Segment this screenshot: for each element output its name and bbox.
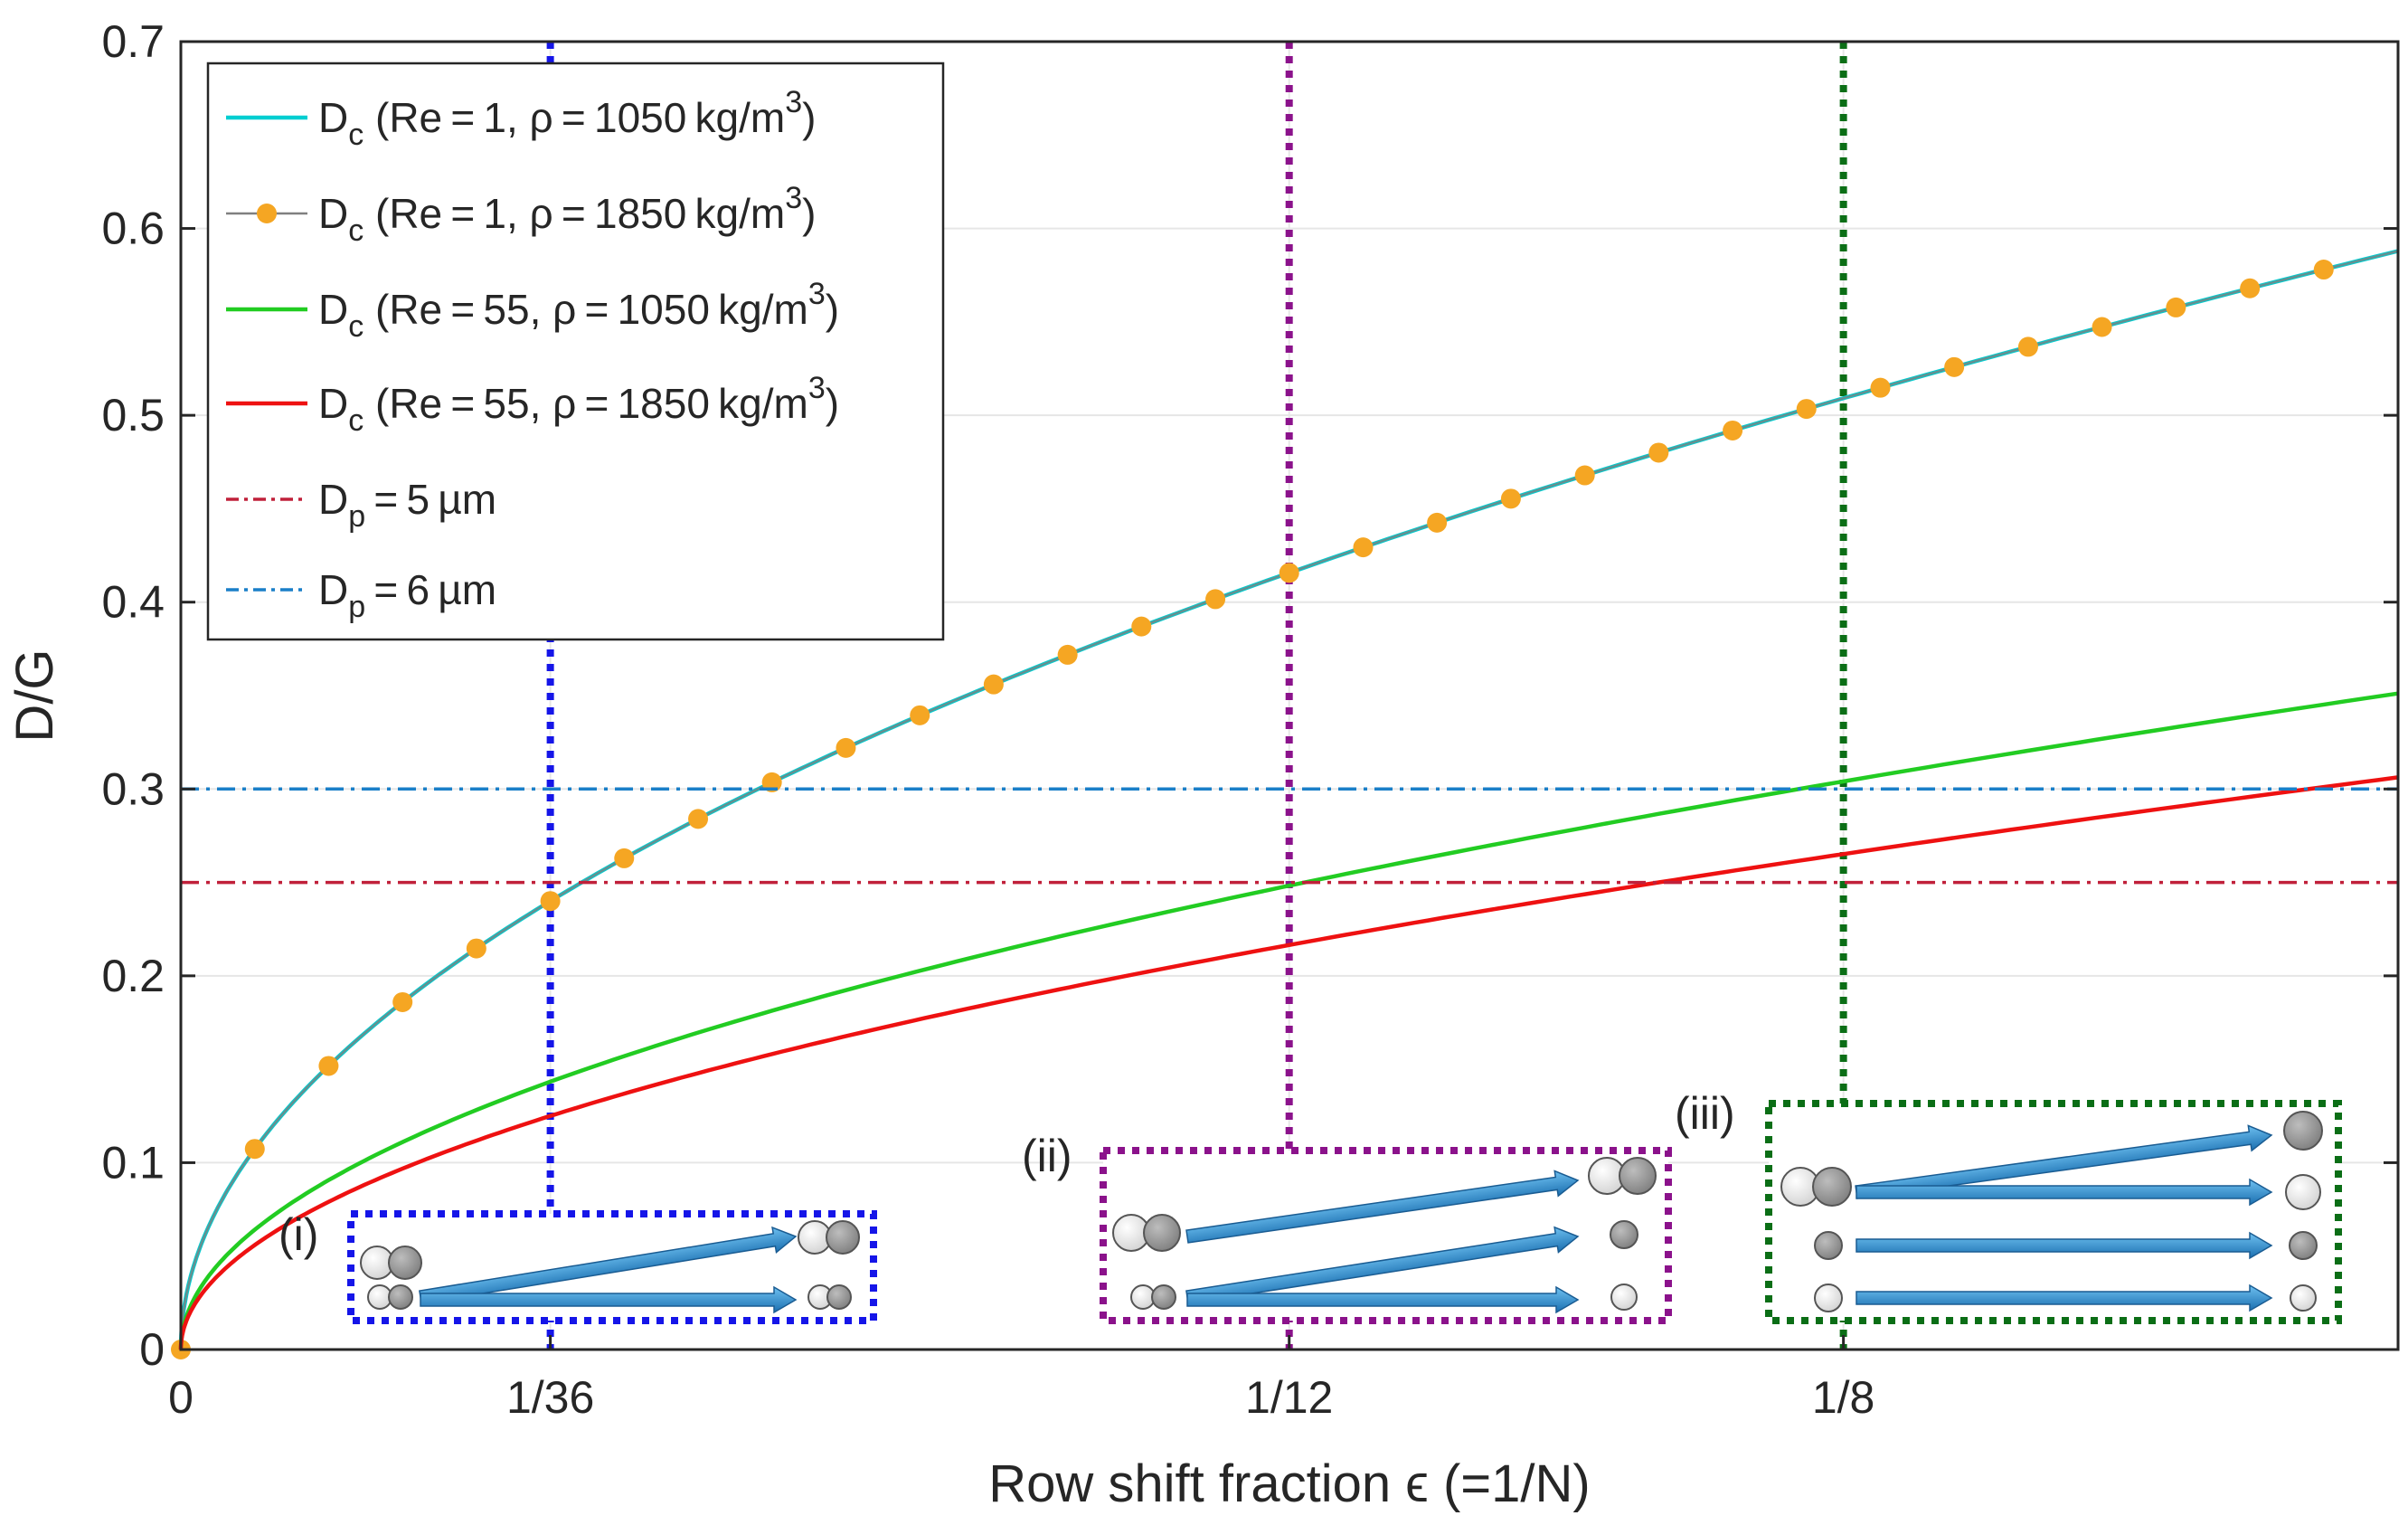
- series-marker: [688, 809, 709, 829]
- dark-particle: [1151, 1284, 1176, 1310]
- y-tick-label: 0: [139, 1324, 165, 1375]
- series-marker: [2092, 317, 2112, 337]
- series-marker: [1131, 616, 1152, 637]
- legend-marker: [257, 204, 277, 223]
- legend-label: Dc (Re = 1, ρ = 1850 kg/m3): [318, 181, 816, 248]
- inset-panels: (i) (ii) (iii): [279, 1088, 2342, 1324]
- dark-particle: [1610, 1220, 1638, 1249]
- inset-panel-2: (ii): [1022, 1131, 1672, 1324]
- series-marker: [1057, 644, 1078, 665]
- y-axis-label: D/G: [5, 649, 64, 742]
- dark-particle: [1814, 1231, 1843, 1260]
- light-particle: [1610, 1283, 1638, 1311]
- y-tick-label: 0.4: [101, 577, 165, 628]
- series-marker: [318, 1056, 339, 1076]
- series-marker: [1574, 465, 1595, 486]
- series-marker: [983, 674, 1004, 695]
- series-marker: [1870, 377, 1891, 398]
- legend-item-6: Dp = 6 µm: [226, 566, 496, 624]
- x-axis-label: Row shift fraction ϵ (=1/N): [988, 1454, 1590, 1513]
- legend-box: [206, 62, 945, 641]
- dark-particle: [388, 1246, 422, 1280]
- flow-arrow: [1185, 1170, 1580, 1244]
- legend-label: Dc (Re = 1, ρ = 1050 kg/m3): [318, 85, 816, 152]
- x-tick-label: 1/12: [1245, 1372, 1333, 1423]
- dark-particle: [2289, 1231, 2318, 1260]
- y-tick-label: 0.2: [101, 951, 165, 1001]
- series-marker: [1648, 442, 1669, 463]
- dark-particle: [388, 1284, 413, 1310]
- legend-label: Dp = 6 µm: [318, 566, 496, 624]
- x-tick-label: 0: [168, 1372, 194, 1423]
- series-marker: [836, 737, 856, 758]
- light-particle: [1814, 1283, 1843, 1312]
- legend-item-5: Dp = 5 µm: [226, 476, 496, 534]
- flow-arrow: [1856, 1178, 2273, 1207]
- dark-particle: [1619, 1157, 1657, 1195]
- legend-item-1: Dc (Re = 1, ρ = 1050 kg/m3): [226, 85, 816, 152]
- series-marker: [540, 891, 561, 912]
- series-marker: [1205, 589, 1226, 610]
- inset-label: (ii): [1022, 1131, 1072, 1181]
- series-marker: [2166, 297, 2186, 317]
- series-marker: [1723, 420, 1743, 440]
- series-line-4: [178, 775, 2399, 1350]
- series-marker: [466, 938, 486, 959]
- series-marker: [1353, 537, 1374, 558]
- plot-series: [171, 249, 2399, 1359]
- series-marker: [761, 772, 782, 792]
- series-marker: [392, 991, 413, 1012]
- y-tick-label: 0.5: [101, 390, 165, 440]
- light-particle: [2285, 1174, 2321, 1210]
- legend-item-3: Dc (Re = 55, ρ = 1050 kg/m3): [226, 277, 839, 344]
- x-tick-label: 1/36: [506, 1372, 594, 1423]
- flow-arrow: [1856, 1283, 2273, 1312]
- inset-panel-3: (iii): [1675, 1088, 2342, 1324]
- legend-label: Dc (Re = 55, ρ = 1850 kg/m3): [318, 371, 839, 438]
- inset-panel-1: (i): [279, 1209, 877, 1324]
- series-marker: [1796, 399, 1817, 420]
- flow-arrow: [1856, 1231, 2273, 1260]
- series-marker: [2240, 278, 2261, 298]
- flow-arrow: [1186, 1285, 1580, 1314]
- x-tick-label: 1/8: [1812, 1372, 1875, 1423]
- dark-particle: [2283, 1111, 2323, 1151]
- legend-item-2: Dc (Re = 1, ρ = 1850 kg/m3): [226, 181, 816, 248]
- series-line-3: [178, 691, 2399, 1350]
- dark-particle: [826, 1220, 860, 1255]
- series-marker: [1427, 512, 1448, 533]
- legend-label: Dp = 5 µm: [318, 476, 496, 534]
- series-marker: [244, 1139, 265, 1160]
- series-marker: [2017, 336, 2038, 357]
- series-marker: [1279, 563, 1299, 583]
- legend: Dc (Re = 1, ρ = 1050 kg/m3) Dc (Re = 1, ρ…: [206, 62, 945, 641]
- y-tick-label: 0.1: [101, 1137, 165, 1188]
- flow-arrow: [420, 1285, 798, 1314]
- series-line-2: [179, 250, 2399, 1350]
- y-tick-label: 0.6: [101, 204, 165, 254]
- series-marker: [1944, 356, 1965, 377]
- legend-label: Dc (Re = 55, ρ = 1050 kg/m3): [318, 277, 839, 344]
- inset-label: (iii): [1675, 1088, 1735, 1139]
- dark-particle: [1143, 1214, 1181, 1252]
- inset-label: (i): [279, 1209, 318, 1260]
- series-marker: [1500, 488, 1521, 509]
- series-marker: [614, 848, 635, 868]
- series-marker: [2313, 260, 2334, 280]
- y-tick-label: 0.3: [101, 763, 165, 814]
- dark-particle: [1812, 1167, 1852, 1207]
- legend-item-4: Dc (Re = 55, ρ = 1850 kg/m3): [226, 371, 839, 438]
- y-tick-label: 0.7: [101, 16, 165, 67]
- series-marker: [910, 705, 930, 725]
- light-particle: [2290, 1284, 2317, 1312]
- dark-particle: [826, 1284, 852, 1310]
- axes: 0 0.1 0.2 0.3 0.4 0.5 0.6 0.7 0 1/36 1/12 1/8 Row sh…: [5, 16, 2400, 1513]
